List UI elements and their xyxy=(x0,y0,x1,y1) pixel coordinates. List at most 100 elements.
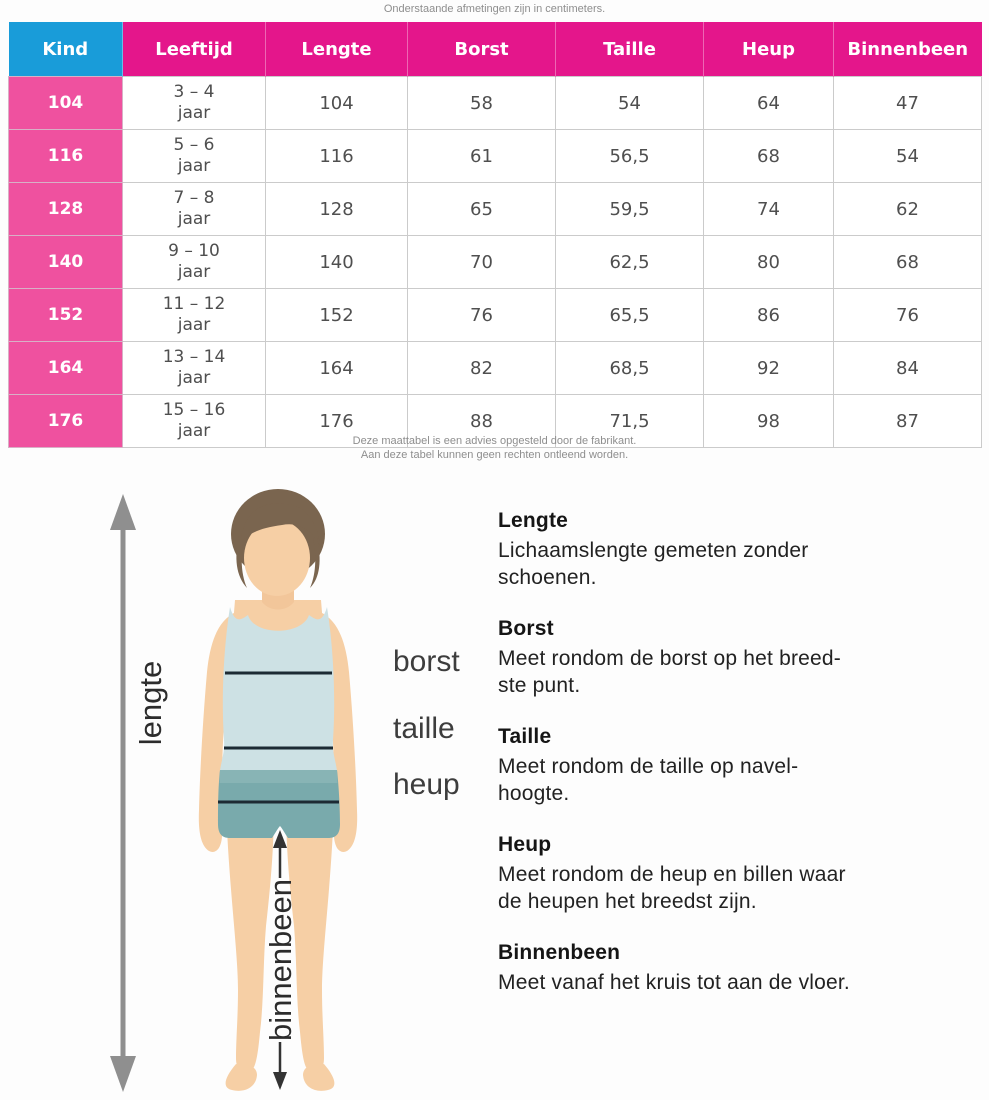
cell-kind: 176 xyxy=(8,394,123,448)
col-header-leeftijd: Leeftijd xyxy=(122,22,266,77)
disclaimer-line-1: Deze maattabel is een advies opgesteld d… xyxy=(352,435,637,447)
table-row: 152 11 – 12 jaar 152 76 65,5 86 76 xyxy=(8,288,982,342)
cell-binnenbeen: 47 xyxy=(833,76,982,130)
cell-heup: 64 xyxy=(703,76,834,130)
definition-block: Borst Meet rondom de borst op het breed-… xyxy=(498,616,938,699)
figure-shorts-waistband xyxy=(219,770,338,783)
cell-taille: 56,5 xyxy=(555,129,704,183)
table-header-row: Kind Leeftijd Lengte Borst Taille Heup B… xyxy=(8,22,982,77)
cell-kind: 128 xyxy=(8,182,123,236)
col-header-kind: Kind xyxy=(8,22,123,77)
cell-taille: 54 xyxy=(555,76,704,130)
cell-borst: 70 xyxy=(407,235,556,289)
definition-term: Binnenbeen xyxy=(498,941,621,964)
cell-heup: 74 xyxy=(703,182,834,236)
cell-borst: 88 xyxy=(407,394,556,448)
inseam-arrow xyxy=(273,830,287,1090)
cell-borst: 58 xyxy=(407,76,556,130)
cell-kind: 116 xyxy=(8,129,123,183)
table-row: 140 9 – 10 jaar 140 70 62,5 80 68 xyxy=(8,235,982,289)
label-binnenbeen: binnenbeen xyxy=(263,879,298,1041)
definition-desc: Lichaamslengte gemeten zonder schoenen. xyxy=(498,539,809,589)
cell-borst: 61 xyxy=(407,129,556,183)
cell-borst: 65 xyxy=(407,182,556,236)
cell-age: 3 – 4 jaar xyxy=(122,76,266,130)
cell-kind: 152 xyxy=(8,288,123,342)
cell-lengte: 176 xyxy=(265,394,408,448)
cell-heup: 80 xyxy=(703,235,834,289)
cell-lengte: 164 xyxy=(265,341,408,395)
col-header-borst: Borst xyxy=(407,22,556,77)
cell-age: 11 – 12 jaar xyxy=(122,288,266,342)
measurement-definitions: Lengte Lichaamslengte gemeten zonder sch… xyxy=(498,508,938,1021)
col-header-heup: Heup xyxy=(703,22,834,77)
definition-desc: Meet rondom de heup en billen waar de he… xyxy=(498,863,846,913)
definition-term: Heup xyxy=(498,833,552,856)
figure-face xyxy=(244,520,310,596)
cell-heup: 86 xyxy=(703,288,834,342)
cell-binnenbeen: 54 xyxy=(833,129,982,183)
definition-block: Lengte Lichaamslengte gemeten zonder sch… xyxy=(498,508,938,591)
definition-block: Binnenbeen Meet vanaf het kruis tot aan … xyxy=(498,940,938,996)
label-heup: heup xyxy=(393,768,460,801)
label-taille: taille xyxy=(393,712,455,745)
definition-term: Lengte xyxy=(498,509,569,532)
cell-binnenbeen: 87 xyxy=(833,394,982,448)
col-header-taille: Taille xyxy=(555,22,704,77)
definition-desc: Meet rondom de taille op navel- hoogte. xyxy=(498,755,799,805)
top-note: Onderstaande afmetingen zijn in centimet… xyxy=(383,3,606,15)
cell-kind: 140 xyxy=(8,235,123,289)
cell-age: 5 – 6 jaar xyxy=(122,129,266,183)
definition-desc: Meet rondom de borst op het breed- ste p… xyxy=(498,647,841,697)
cell-taille: 65,5 xyxy=(555,288,704,342)
cell-lengte: 128 xyxy=(265,182,408,236)
cell-lengte: 116 xyxy=(265,129,408,183)
measurement-diagram: lengte xyxy=(110,489,460,1092)
disclaimer-line-2: Aan deze tabel kunnen geen rechten ontle… xyxy=(360,449,629,461)
figure-hair-fringe xyxy=(240,503,320,546)
definition-block: Taille Meet rondom de taille op navel- h… xyxy=(498,724,938,807)
table-row: 104 3 – 4 jaar 104 58 54 64 47 xyxy=(8,76,982,130)
figure-hair-lock-left xyxy=(236,536,247,588)
table-row: 116 5 – 6 jaar 116 61 56,5 68 54 xyxy=(8,129,982,183)
cell-kind: 164 xyxy=(8,341,123,395)
cell-lengte: 152 xyxy=(265,288,408,342)
figure-hair-lock-right xyxy=(310,538,320,588)
cell-age: 9 – 10 jaar xyxy=(122,235,266,289)
table-row: 128 7 – 8 jaar 128 65 59,5 74 62 xyxy=(8,182,982,236)
label-lengte: lengte xyxy=(133,661,168,745)
figure-leg-left xyxy=(226,802,274,1073)
cell-binnenbeen: 62 xyxy=(833,182,982,236)
cell-taille: 71,5 xyxy=(555,394,704,448)
table-row: 176 15 – 16 jaar 176 88 71,5 98 87 xyxy=(8,394,982,448)
definition-term: Borst xyxy=(498,617,554,640)
definition-block: Heup Meet rondom de heup en billen waar … xyxy=(498,832,938,915)
disclaimer: Deze maattabel is een advies opgesteld d… xyxy=(0,434,989,462)
table-row: 164 13 – 14 jaar 164 82 68,5 92 84 xyxy=(8,341,982,395)
cell-age: 13 – 14 jaar xyxy=(122,341,266,395)
cell-binnenbeen: 84 xyxy=(833,341,982,395)
figure-leg-right xyxy=(286,802,334,1073)
cell-taille: 59,5 xyxy=(555,182,704,236)
cell-binnenbeen: 68 xyxy=(833,235,982,289)
cell-heup: 92 xyxy=(703,341,834,395)
cell-kind: 104 xyxy=(8,76,123,130)
cell-borst: 76 xyxy=(407,288,556,342)
label-borst: borst xyxy=(393,645,460,678)
figure-shorts xyxy=(218,770,340,838)
cell-heup: 68 xyxy=(703,129,834,183)
definition-desc: Meet vanaf het kruis tot aan de vloer. xyxy=(498,971,850,994)
length-arrow xyxy=(110,494,136,1092)
cell-lengte: 104 xyxy=(265,76,408,130)
cell-binnenbeen: 76 xyxy=(833,288,982,342)
cell-age: 7 – 8 jaar xyxy=(122,182,266,236)
cell-borst: 82 xyxy=(407,341,556,395)
cell-taille: 68,5 xyxy=(555,341,704,395)
cell-heup: 98 xyxy=(703,394,834,448)
size-table: Kind Leeftijd Lengte Borst Taille Heup B… xyxy=(8,22,982,448)
cell-lengte: 140 xyxy=(265,235,408,289)
col-header-binnenbeen: Binnenbeen xyxy=(833,22,982,77)
child-figure xyxy=(198,489,358,1091)
figure-tank-top xyxy=(220,607,337,771)
